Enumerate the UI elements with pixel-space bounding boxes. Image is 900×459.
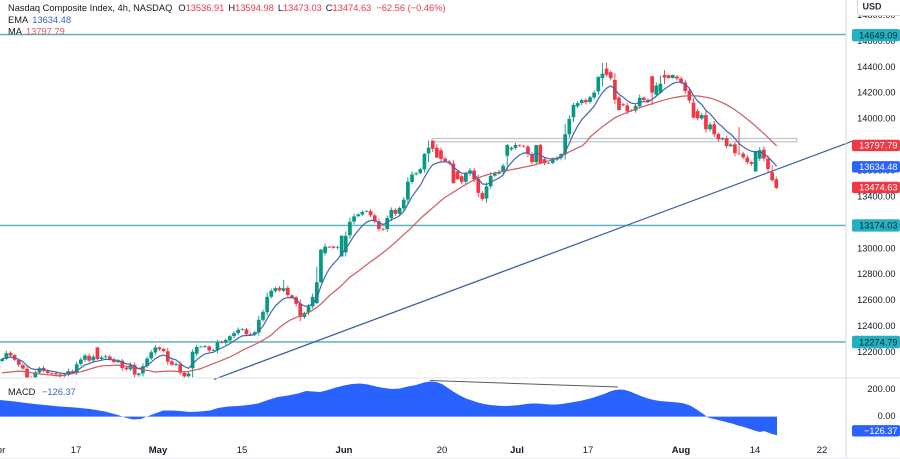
svg-text:13474.63: 13474.63 xyxy=(859,183,897,193)
svg-text:−126.37: −126.37 xyxy=(864,426,897,436)
svg-text:12274.79: 12274.79 xyxy=(859,337,897,347)
svg-text:20: 20 xyxy=(437,445,448,456)
svg-text:13000.00: 13000.00 xyxy=(857,243,895,253)
svg-text:14649.09: 14649.09 xyxy=(859,31,897,41)
svg-text:12200.00: 12200.00 xyxy=(857,347,895,357)
svg-text:13174.03: 13174.03 xyxy=(859,221,897,231)
svg-text:12800.00: 12800.00 xyxy=(857,269,895,279)
svg-text:17: 17 xyxy=(583,445,594,456)
svg-text:12600.00: 12600.00 xyxy=(857,295,895,305)
svg-text:Jul: Jul xyxy=(510,445,524,456)
svg-text:22: 22 xyxy=(817,445,828,456)
svg-text:May: May xyxy=(149,445,168,456)
svg-text:17: 17 xyxy=(71,445,82,456)
svg-text:Aug: Aug xyxy=(672,445,691,456)
svg-text:12400.00: 12400.00 xyxy=(857,321,895,331)
svg-text:14400.00: 14400.00 xyxy=(857,62,895,72)
svg-text:200.00: 200.00 xyxy=(867,384,895,394)
svg-text:13400.00: 13400.00 xyxy=(857,191,895,201)
svg-text:13634.48: 13634.48 xyxy=(859,162,897,172)
svg-text:14000.00: 14000.00 xyxy=(857,114,895,124)
svg-text:0.00: 0.00 xyxy=(878,411,896,421)
svg-text:14200.00: 14200.00 xyxy=(857,88,895,98)
svg-text:MA 13797.79: MA 13797.79 xyxy=(8,26,65,36)
svg-text:EMA 13634.48: EMA 13634.48 xyxy=(8,15,71,25)
svg-text:Jun: Jun xyxy=(336,445,353,456)
svg-text:USD: USD xyxy=(862,2,882,12)
svg-text:14: 14 xyxy=(750,445,761,456)
svg-text:pr: pr xyxy=(0,445,5,456)
svg-text:13797.79: 13797.79 xyxy=(859,141,897,151)
svg-text:MACD −126.37: MACD −126.37 xyxy=(8,387,76,397)
svg-text:15: 15 xyxy=(237,445,248,456)
